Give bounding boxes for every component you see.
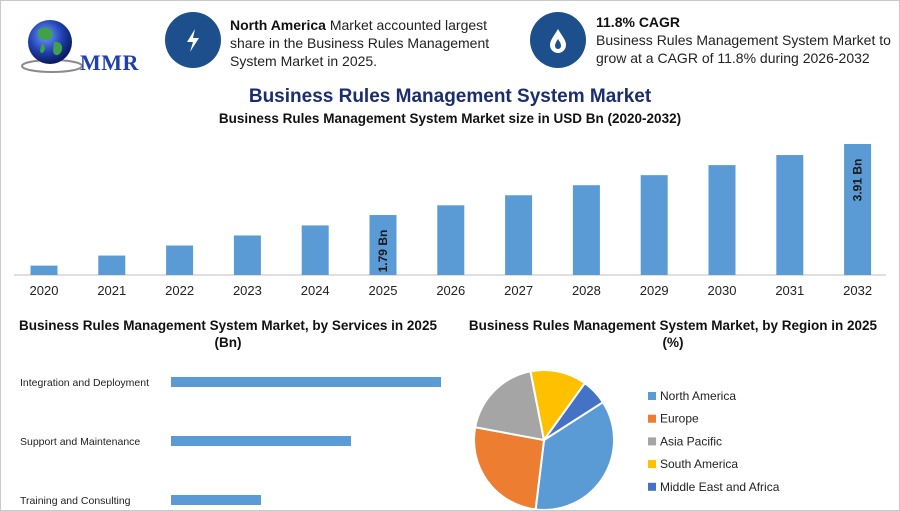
legend-label-middle-east-and-africa: Middle East and Africa xyxy=(660,480,780,494)
x-tick-2025: 2025 xyxy=(369,283,398,298)
bar-2021 xyxy=(98,255,126,275)
service-bar-support-and-maintenance xyxy=(171,436,351,446)
pie-slice-europe xyxy=(473,426,546,510)
legend-swatch-south-america xyxy=(648,460,656,469)
pie-slice-south-america xyxy=(529,369,587,443)
globe-icon xyxy=(21,20,83,73)
bar-2026 xyxy=(437,205,465,275)
bar-2025 xyxy=(369,215,397,275)
x-tick-2022: 2022 xyxy=(165,283,194,298)
pie-slice-middle-east-and-africa xyxy=(543,381,605,441)
category-label-training-and-consulting: Training and Consulting xyxy=(20,495,131,507)
legend-swatch-europe xyxy=(648,414,656,423)
services-bar-chart: Integration and Deployment Support and Ma… xyxy=(20,377,441,507)
category-label-support-and-maintenance: Support and Maintenance xyxy=(20,436,140,448)
bar-2032 xyxy=(844,144,872,275)
stat2-highlight: 11.8% CAGR xyxy=(596,14,681,30)
region-chart-title: Business Rules Management System Market,… xyxy=(468,318,878,350)
legend-swatch-middle-east-and-africa xyxy=(648,482,656,491)
x-tick-2027: 2027 xyxy=(504,283,533,298)
mmr-logo: MMR xyxy=(16,14,138,76)
service-bar-integration-and-deployment xyxy=(171,377,441,387)
bar-2024 xyxy=(301,225,329,275)
bar-2022 xyxy=(166,245,194,275)
flame-drop-icon xyxy=(550,29,566,53)
x-tick-2030: 2030 xyxy=(708,283,737,298)
x-tick-2024: 2024 xyxy=(301,283,330,298)
x-tick-2028: 2028 xyxy=(572,283,601,298)
pie-slice-asia-pacific xyxy=(474,370,546,442)
services-chart-title: Business Rules Management System Market,… xyxy=(19,318,437,350)
cagr-badge xyxy=(530,12,586,68)
service-bar-training-and-consulting xyxy=(171,495,261,505)
bar-2030 xyxy=(708,165,736,275)
market-size-bar-chart: 2020 2021 2022 2023 2024 2025 1.79 Bn 2026 2027 2… xyxy=(14,144,886,298)
chart-subtitle: Business Rules Management System Market … xyxy=(218,111,682,126)
legend-swatch-north-america xyxy=(648,392,656,400)
stat1-highlight: North America xyxy=(230,17,326,33)
stat2-text: Business Rules Management System Market … xyxy=(596,32,891,66)
logo-text: MMR xyxy=(80,50,139,75)
lightning-icon xyxy=(187,29,199,52)
stat-north-america: North America Market accounted largest s… xyxy=(230,16,515,70)
x-tick-2023: 2023 xyxy=(233,283,262,298)
category-label-integration-and-deployment: Integration and Deployment xyxy=(20,377,149,389)
x-tick-2026: 2026 xyxy=(436,283,465,298)
stat1-text: Market accounted largest share in the Bu… xyxy=(230,17,490,69)
bar-2028 xyxy=(572,185,600,275)
region-pie-chart: North America Europe Asia Pacific South Ame… xyxy=(473,369,780,510)
legend-label-north-america: North America xyxy=(660,389,736,403)
bar-2020 xyxy=(30,265,58,275)
bar-2023 xyxy=(233,235,261,275)
lightning-badge xyxy=(165,12,221,68)
stat-cagr: 11.8% CAGR Business Rules Management Sys… xyxy=(596,13,891,67)
legend-swatch-asia-pacific xyxy=(648,437,656,446)
bar-2031 xyxy=(776,155,804,275)
bar-2027 xyxy=(505,195,533,275)
legend-label-asia-pacific: Asia Pacific xyxy=(660,434,722,448)
x-tick-2031: 2031 xyxy=(775,283,804,298)
data-label-2025: 1.79 Bn xyxy=(376,230,390,273)
x-tick-2029: 2029 xyxy=(640,283,669,298)
pie-slice-north-america xyxy=(534,400,615,510)
main-title: Business Rules Management System Market xyxy=(248,86,652,107)
x-tick-2021: 2021 xyxy=(97,283,126,298)
data-label-2032: 3.91 Bn xyxy=(851,159,865,202)
x-tick-2020: 2020 xyxy=(30,283,59,298)
legend-label-europe: Europe xyxy=(660,412,699,426)
bar-2029 xyxy=(640,175,668,275)
legend-label-south-america: South America xyxy=(660,457,738,471)
x-tick-2032: 2032 xyxy=(843,283,872,298)
